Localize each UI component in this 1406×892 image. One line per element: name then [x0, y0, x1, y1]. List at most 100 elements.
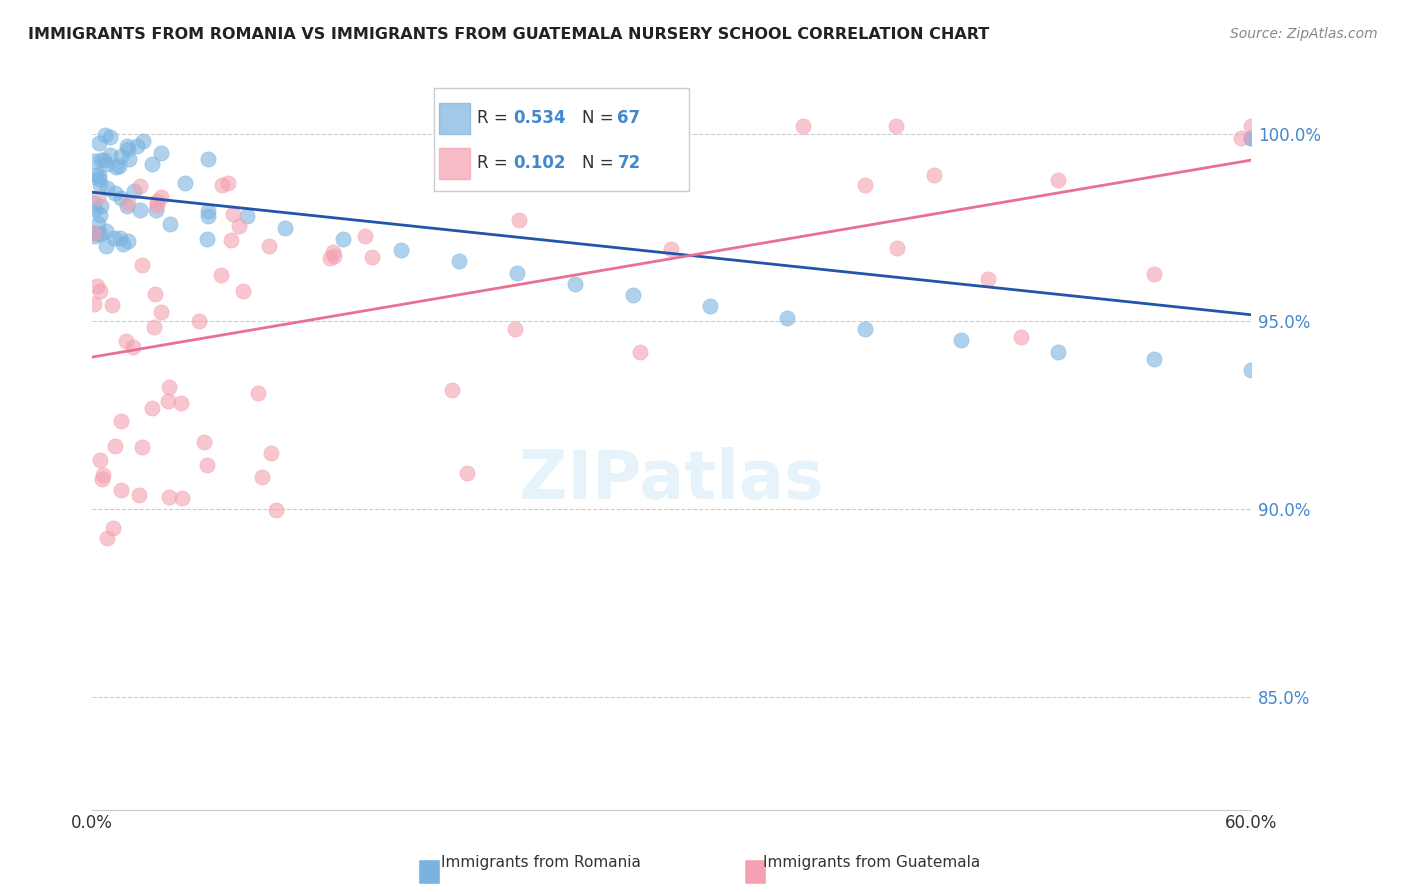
Point [125, 139, 148, 153]
Point [219, 234, 242, 248]
Point [101, 298, 124, 312]
Point [389, 243, 412, 257]
Point [83, 226, 105, 240]
Point [188, 313, 211, 327]
Point [132, 134, 155, 148]
Point [1240, 120, 1263, 134]
Point [118, 153, 141, 167]
Point [159, 217, 181, 231]
Point [197, 152, 219, 166]
Point [274, 220, 297, 235]
Point [103, 186, 125, 201]
Point [87, 136, 110, 150]
Point [96, 180, 118, 194]
Point [193, 434, 215, 449]
Point [977, 271, 1000, 285]
Point [209, 268, 232, 282]
Point [94, 128, 117, 143]
Point [83, 195, 105, 210]
Point [1240, 130, 1263, 145]
Point [197, 209, 219, 223]
Text: Source: ZipAtlas.com: Source: ZipAtlas.com [1230, 27, 1378, 41]
Point [146, 194, 169, 209]
Point [86, 226, 108, 240]
Text: Immigrants from Guatemala: Immigrants from Guatemala [763, 855, 980, 870]
Point [235, 210, 257, 224]
Text: IMMIGRANTS FROM ROMANIA VS IMMIGRANTS FROM GUATEMALA NURSERY SCHOOL CORRELATION : IMMIGRANTS FROM ROMANIA VS IMMIGRANTS FR… [28, 27, 990, 42]
Point [922, 168, 945, 182]
Point [228, 219, 250, 234]
FancyBboxPatch shape [744, 860, 766, 885]
Point [173, 176, 195, 190]
Point [264, 503, 287, 517]
Point [440, 383, 463, 397]
Point [232, 284, 254, 298]
Point [122, 184, 145, 198]
Point [169, 396, 191, 410]
Point [1046, 173, 1069, 187]
Point [108, 231, 131, 245]
Point [111, 236, 134, 251]
Point [564, 277, 586, 291]
Point [89, 453, 111, 467]
Point [89, 178, 111, 193]
Text: Immigrants from Romania: Immigrants from Romania [441, 855, 641, 870]
FancyBboxPatch shape [418, 860, 440, 885]
Point [117, 142, 139, 156]
Point [115, 334, 138, 349]
Point [361, 250, 384, 264]
Point [83, 227, 105, 241]
Point [197, 204, 219, 219]
Point [87, 172, 110, 186]
Point [146, 198, 169, 212]
Point [886, 241, 908, 255]
Point [1240, 363, 1263, 377]
Point [129, 179, 152, 194]
Point [143, 319, 166, 334]
Point [107, 159, 129, 173]
Point [104, 160, 127, 174]
Point [628, 345, 651, 359]
Point [1240, 130, 1263, 145]
Point [149, 189, 172, 203]
Point [323, 250, 346, 264]
Text: ZIPatlas: ZIPatlas [519, 447, 824, 513]
Point [96, 531, 118, 545]
Point [506, 266, 529, 280]
Point [91, 467, 114, 482]
Point [90, 153, 112, 167]
Point [101, 520, 124, 534]
Point [110, 149, 132, 163]
Point [150, 146, 173, 161]
Point [115, 199, 138, 213]
Point [83, 153, 105, 168]
Point [117, 235, 139, 249]
Point [699, 300, 721, 314]
Point [86, 279, 108, 293]
Point [259, 239, 281, 253]
Point [117, 138, 139, 153]
Point [122, 340, 145, 354]
Point [853, 322, 876, 336]
Point [332, 232, 354, 246]
Point [195, 458, 218, 472]
Point [128, 488, 150, 502]
Point [117, 196, 139, 211]
Point [87, 191, 110, 205]
Point [250, 470, 273, 484]
Point [853, 178, 876, 192]
Point [89, 227, 111, 242]
Point [354, 228, 377, 243]
Point [449, 254, 471, 268]
Point [84, 168, 107, 182]
Point [1010, 330, 1032, 344]
Point [104, 439, 127, 453]
Point [157, 380, 180, 394]
Point [94, 239, 117, 253]
Point [131, 258, 153, 272]
Point [83, 202, 105, 216]
Point [150, 305, 173, 319]
Point [96, 157, 118, 171]
Point [217, 176, 239, 190]
Point [91, 472, 114, 486]
